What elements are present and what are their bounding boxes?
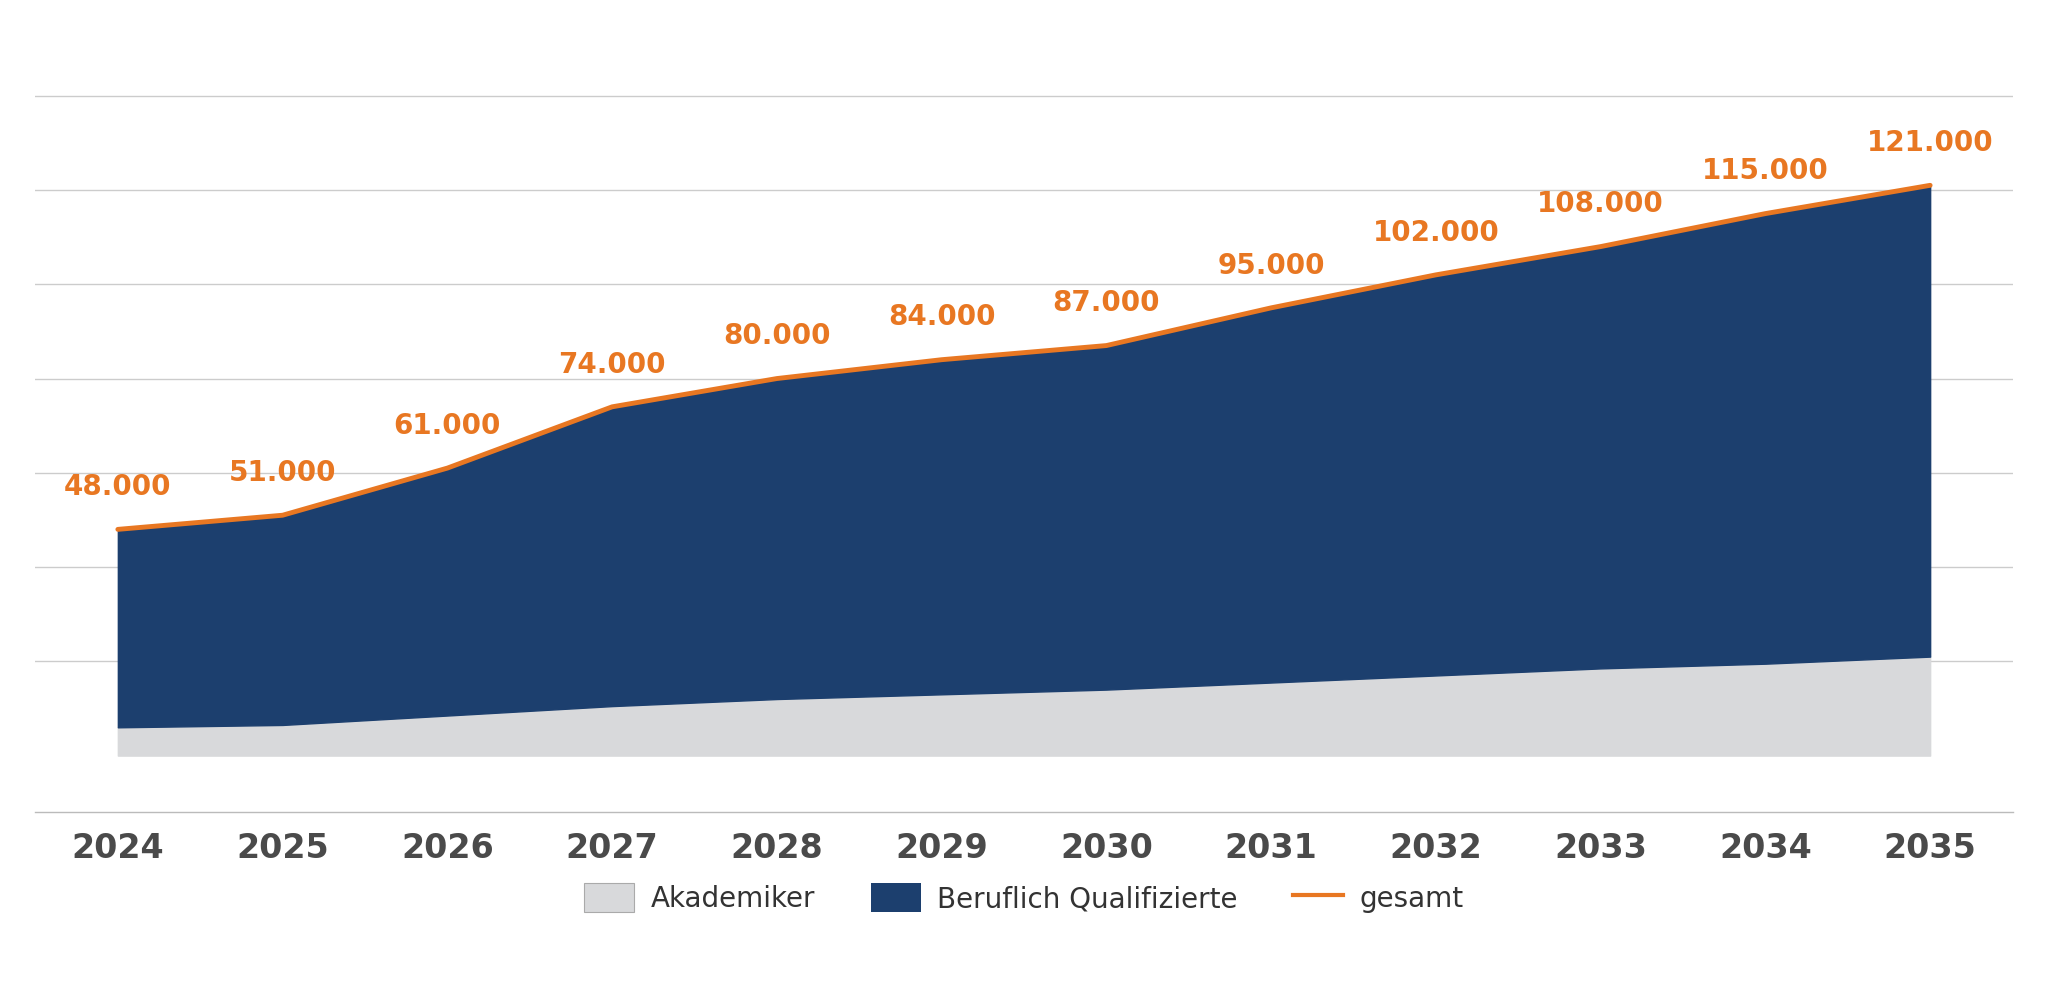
Text: 48.000: 48.000 <box>63 473 172 501</box>
Text: 51.000: 51.000 <box>229 459 336 487</box>
Text: 108.000: 108.000 <box>1538 191 1665 219</box>
Text: 84.000: 84.000 <box>889 303 995 332</box>
Text: 115.000: 115.000 <box>1702 157 1829 185</box>
Text: 80.000: 80.000 <box>723 323 831 350</box>
Text: 87.000: 87.000 <box>1053 289 1159 318</box>
Text: 121.000: 121.000 <box>1868 129 1993 157</box>
Legend: Akademiker, Beruflich Qualifizierte, gesamt: Akademiker, Beruflich Qualifizierte, ges… <box>573 872 1475 924</box>
Text: 95.000: 95.000 <box>1217 252 1325 279</box>
Text: 61.000: 61.000 <box>393 412 502 439</box>
Text: 74.000: 74.000 <box>559 351 666 379</box>
Text: 102.000: 102.000 <box>1372 219 1499 247</box>
